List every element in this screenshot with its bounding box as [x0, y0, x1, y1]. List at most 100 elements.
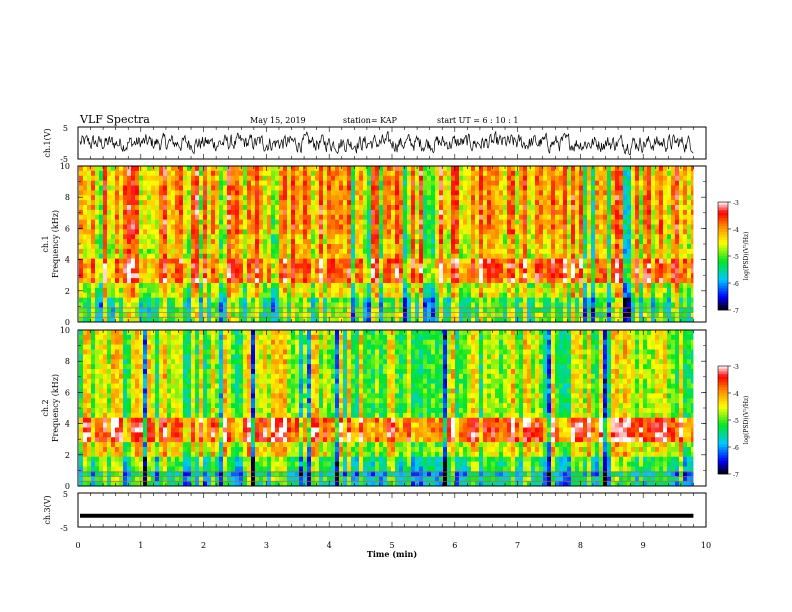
ch1-spectrogram-cell	[151, 312, 155, 318]
ch1-spectrogram-cell	[203, 195, 207, 201]
ch1-spectrogram-cell	[99, 200, 103, 206]
ch1-spectrogram-cell	[83, 214, 87, 220]
ch1-spectrogram-cell	[615, 263, 619, 269]
ch1-spectrogram-cell	[91, 195, 95, 201]
ch1-spectrogram-cell	[251, 195, 255, 201]
ch1-spectrogram-cell	[487, 180, 491, 186]
ch1-spectrogram-cell	[487, 224, 491, 230]
ch1-spectrogram-cell	[399, 219, 403, 225]
ch1-spectrogram-cell	[679, 190, 683, 196]
ch1-spectrogram-cell	[403, 297, 407, 303]
ch1-spectrogram-cell	[307, 175, 311, 181]
ch1-spectrogram-cell	[511, 195, 515, 201]
ch1-spectrogram-cell	[419, 219, 423, 225]
ch1-spectrogram-cell	[187, 307, 191, 313]
ch1-spectrogram-cell	[447, 239, 451, 245]
ch1-spectrogram-cell	[435, 263, 439, 269]
ch1-spectrogram-cell	[595, 312, 599, 318]
ch1-spectrogram-cell	[615, 283, 619, 289]
ch1-spectrogram-cell	[315, 302, 319, 308]
ch1-spectrogram-cell	[459, 317, 463, 323]
ch1-spectrogram-cell	[475, 175, 479, 181]
ch1-spectrogram-cell	[135, 195, 139, 201]
ch1-spectrogram-cell	[539, 234, 543, 240]
ch1-spectrogram-cell	[679, 195, 683, 201]
ch1-spectrogram-cell	[435, 175, 439, 181]
ch1-spectrogram-cell	[111, 229, 115, 235]
ch1-spectrogram-cell	[539, 170, 543, 177]
ch1-spectrogram-cell	[235, 244, 239, 250]
ch1-spectrogram-cell	[659, 209, 663, 216]
ch1-spectrogram-cell	[487, 190, 491, 196]
ch1-spectrogram-cell	[307, 307, 311, 313]
ch1-spectrogram-cell	[595, 278, 599, 284]
ch1-spectrogram-cell	[263, 219, 267, 225]
ch1-spectrogram-cell	[83, 200, 87, 206]
ch1-spectrogram-cell	[215, 214, 219, 220]
ch1-spectrogram-cell	[231, 287, 235, 294]
ch1-spectrogram-cell	[179, 263, 183, 269]
ch1-spectrogram-cell	[571, 307, 575, 313]
ch1-spectrogram-cell	[311, 263, 315, 269]
ch1-spectrogram-cell	[575, 297, 579, 303]
ch1-spectrogram-cell	[351, 302, 355, 308]
ch1-spectrogram-cell	[595, 307, 599, 313]
ch1-spectrogram-cell	[251, 258, 255, 264]
ch1-spectrogram-cell	[215, 248, 219, 255]
ch1-spectrogram-cell	[223, 253, 227, 259]
ch1-spectrogram-cell	[171, 190, 175, 196]
ch1-spectrogram-cell	[87, 258, 91, 264]
ch1-spectrogram-cell	[535, 229, 539, 235]
ch1-spectrogram-cell	[135, 312, 139, 318]
ch1-spectrogram-cell	[387, 307, 391, 313]
ch1-spectrogram-cell	[163, 234, 167, 240]
ch1-spectrogram-cell	[295, 205, 299, 211]
ch1-spectrogram-cell	[123, 214, 127, 220]
ch1-spectrogram-cell	[651, 190, 655, 196]
ch1-spectrogram-cell	[199, 287, 203, 294]
ch1-spectrogram-cell	[119, 170, 123, 177]
ch1-spectrogram-cell	[107, 312, 111, 318]
ch1-spectrogram-cell	[667, 205, 671, 211]
ch1-spectrogram-cell	[79, 268, 83, 274]
ch1-spectrogram-cell	[271, 248, 275, 255]
ch1-spectrogram-cell	[623, 278, 627, 284]
ch1-spectrogram-cell	[327, 219, 331, 225]
ch1-spectrogram-cell	[495, 317, 499, 323]
ch1-spectrogram-cell	[399, 209, 403, 216]
ch1-spectrogram-cell	[171, 292, 175, 298]
ch1-spectrogram-cell	[183, 292, 187, 298]
ch1-spectrogram-cell	[307, 248, 311, 255]
ch1-spectrogram-cell	[299, 273, 303, 279]
ch1-spectrogram-cell	[587, 175, 591, 181]
ch1-spectrogram-cell	[151, 283, 155, 289]
ch1-spectrogram-cell	[319, 205, 323, 211]
ch1-spectrogram-cell	[495, 219, 499, 225]
ch1-spectrogram-cell	[319, 248, 323, 255]
ch1-spectrogram-cell	[631, 209, 635, 216]
ch1-spectrogram-cell	[431, 200, 435, 206]
ch1-spectrogram-cell	[687, 180, 691, 186]
ch1-spectrogram-cell	[587, 224, 591, 230]
ch1-spectrogram-cell	[631, 205, 635, 211]
ch1-spectrogram-cell	[307, 219, 311, 225]
ch1-spectrogram-cell	[231, 248, 235, 255]
ch1-spectrogram-cell	[371, 214, 375, 220]
ch1-spectrogram-cell	[103, 258, 107, 264]
ch1-spectrogram-cell	[547, 180, 551, 186]
ch1-spectrogram-cell	[335, 248, 339, 255]
ch1-spectrogram-cell	[515, 195, 519, 201]
ch1-spectrogram-cell	[251, 170, 255, 177]
ch1-spectrogram-cell	[515, 205, 519, 211]
ch1-spectrogram-cell	[415, 180, 419, 186]
ch1-spectrogram-cell	[627, 273, 631, 279]
ch1-spectrogram-cell	[263, 166, 267, 172]
ch1-spectrogram-cell	[687, 175, 691, 181]
ch1-spectrogram-cell	[627, 180, 631, 186]
ch1-spectrogram-cell	[227, 170, 231, 177]
ch1-spectrogram-cell	[503, 263, 507, 269]
ch1-spectrogram-cell	[435, 224, 439, 230]
ch1-spectrogram-cell	[427, 317, 431, 323]
ch1-spectrogram-cell	[151, 317, 155, 323]
ch1-spectrogram-cell	[571, 175, 575, 181]
